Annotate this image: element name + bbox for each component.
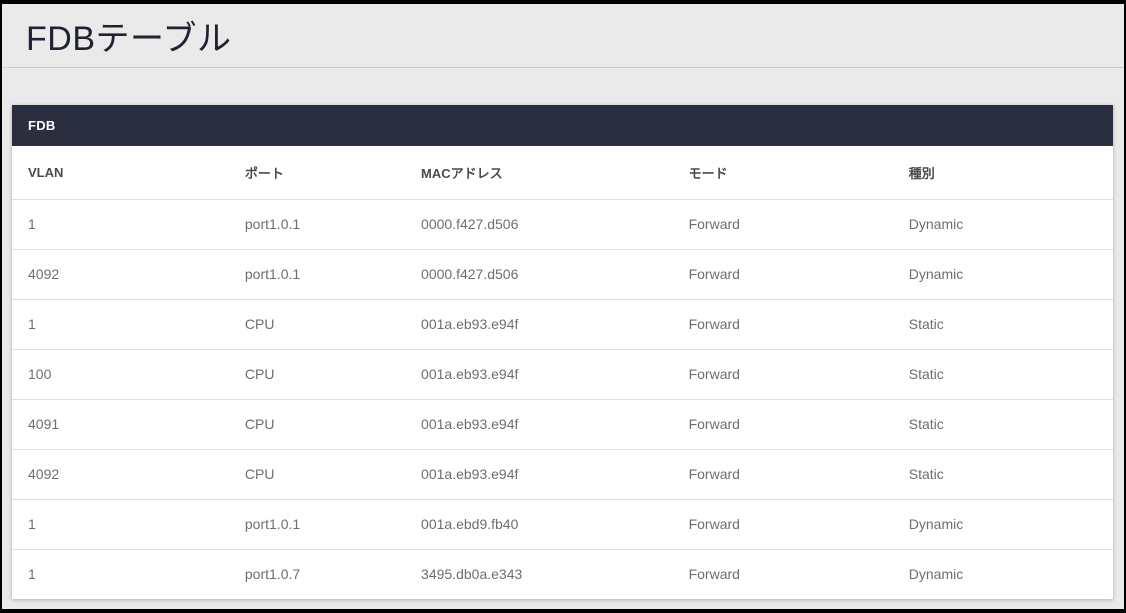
table-row: 1 port1.0.7 3495.db0a.e343 Forward Dynamic <box>12 549 1113 599</box>
column-header-mode: モード <box>672 146 893 200</box>
cell-port: port1.0.1 <box>228 249 406 300</box>
table-body: 1 port1.0.1 0000.f427.d506 Forward Dynamic 40… <box>12 199 1113 599</box>
cell-port: CPU <box>228 299 406 350</box>
cell-type: Dynamic <box>892 499 1113 550</box>
cell-mac: 0000.f427.d506 <box>405 249 673 300</box>
cell-vlan: 1 <box>28 566 36 583</box>
table-row: 1 port1.0.1 001a.ebd9.fb40 Forward Dynamic <box>12 499 1113 550</box>
cell-port: CPU <box>228 449 406 500</box>
fdb-card: FDB VLAN ポート MACアドレス モード 種別 1 port1.0.1 00… <box>12 105 1113 599</box>
column-header-port: ポート <box>228 146 406 200</box>
column-header-type: 種別 <box>892 146 1113 200</box>
table-header-row: VLAN ポート MACアドレス モード 種別 <box>12 146 1113 200</box>
cell-mac: 001a.eb93.e94f <box>405 399 673 450</box>
cell-type: Static <box>892 299 1113 350</box>
column-header-vlan: VLAN <box>12 146 229 200</box>
cell-port: port1.0.7 <box>244 566 301 583</box>
fdb-table: VLAN ポート MACアドレス モード 種別 1 port1.0.1 0000.f… <box>12 146 1113 599</box>
cell-mac: 001a.eb93.e94f <box>405 449 673 500</box>
cell-port: CPU <box>228 349 406 400</box>
cell-type: Dynamic <box>892 249 1113 300</box>
cell-mode: Forward <box>672 199 893 250</box>
cell-port: port1.0.1 <box>228 499 406 550</box>
cell-mac: 3495.db0a.e343 <box>421 566 523 583</box>
cell-mode: Forward <box>672 299 893 350</box>
cell-type: Dynamic <box>892 199 1113 250</box>
cell-mode: Forward <box>672 399 893 450</box>
cell-mac: 001a.eb93.e94f <box>405 349 673 400</box>
table-row: 100 CPU 001a.eb93.e94f Forward Static <box>12 349 1113 400</box>
cell-vlan: 100 <box>12 349 229 400</box>
column-header-mac: MACアドレス <box>405 146 673 200</box>
cell-port: CPU <box>228 399 406 450</box>
cell-mac: 001a.ebd9.fb40 <box>405 499 673 550</box>
page-title: FDBテーブル <box>26 20 232 58</box>
cell-mode: Forward <box>672 249 893 300</box>
cell-mode: Forward <box>672 499 893 550</box>
card-header: FDB <box>12 105 1113 146</box>
table-row: 1 port1.0.1 0000.f427.d506 Forward Dynamic <box>12 199 1113 250</box>
table-row: 4091 CPU 001a.eb93.e94f Forward Static <box>12 399 1113 450</box>
cell-port: port1.0.1 <box>228 199 406 250</box>
cell-mac: 001a.eb93.e94f <box>405 299 673 350</box>
cell-vlan: 1 <box>12 499 229 550</box>
cell-vlan: 4092 <box>12 449 229 500</box>
cell-vlan: 1 <box>12 199 229 250</box>
cell-type: Static <box>892 349 1113 400</box>
table-row: 1 CPU 001a.eb93.e94f Forward Static <box>12 299 1113 350</box>
page-header: FDBテーブル <box>2 4 1124 68</box>
cell-mode: Forward <box>672 349 893 400</box>
cell-vlan: 4091 <box>12 399 229 450</box>
cell-vlan: 1 <box>12 299 229 350</box>
table-row: 4092 port1.0.1 0000.f427.d506 Forward Dynami… <box>12 249 1113 300</box>
cell-type: Static <box>892 399 1113 450</box>
table-row: 4092 CPU 001a.eb93.e94f Forward Static <box>12 449 1113 500</box>
cell-mode: Forward <box>688 566 740 583</box>
cell-mac: 0000.f427.d506 <box>405 199 673 250</box>
cell-vlan: 4092 <box>12 249 229 300</box>
cell-type: Static <box>892 449 1113 500</box>
cell-type: Dynamic <box>908 566 964 583</box>
cell-mode: Forward <box>672 449 893 500</box>
